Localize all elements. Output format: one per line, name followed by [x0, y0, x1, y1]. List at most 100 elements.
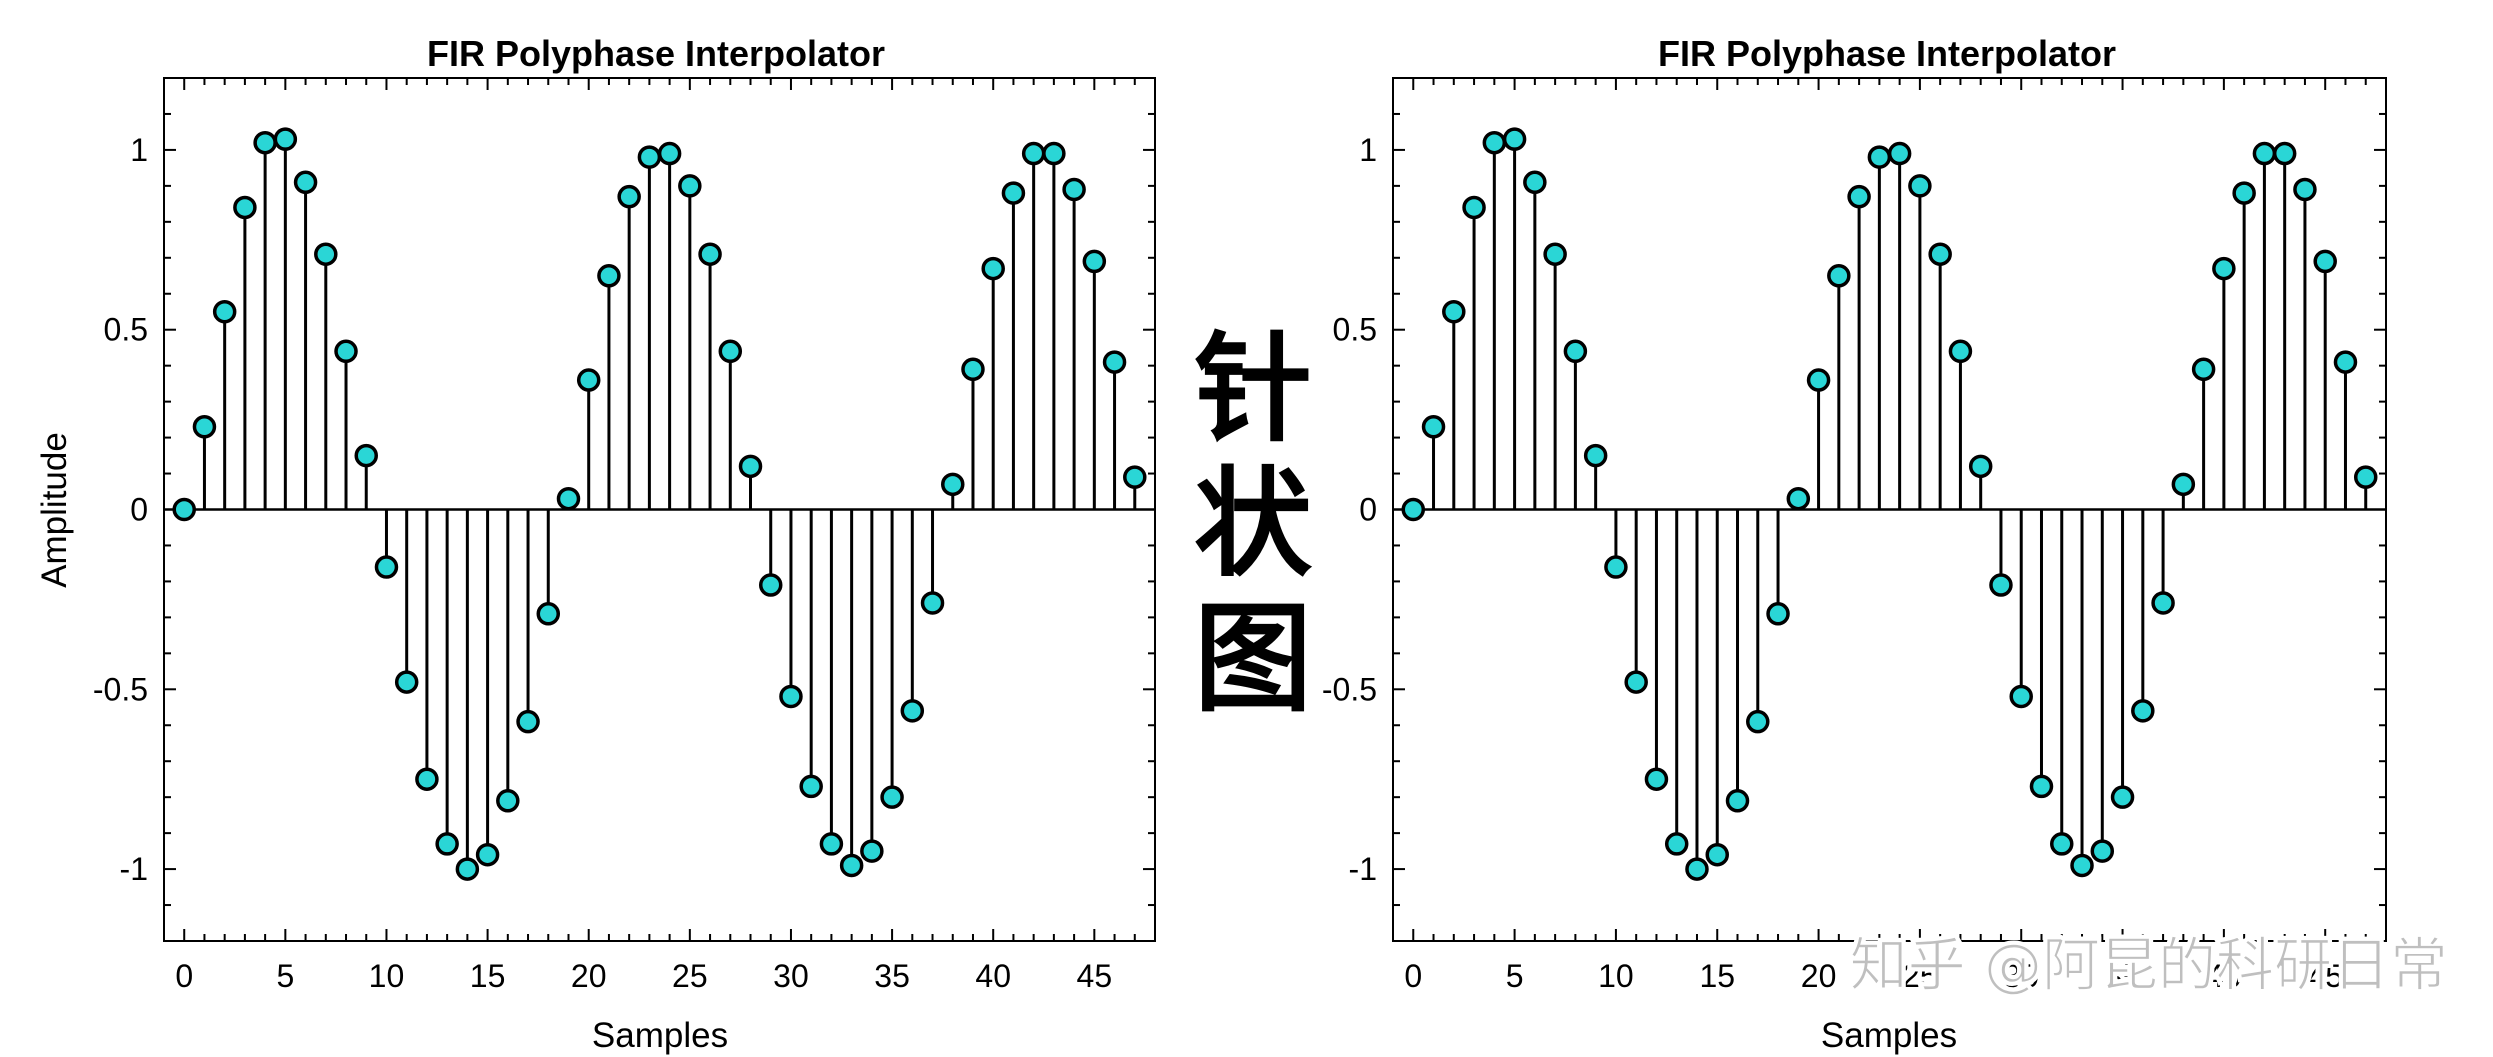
stem-marker — [1624, 670, 1648, 694]
stem-marker — [1482, 130, 1507, 155]
y-tick-label: 1 — [130, 132, 148, 168]
x-tick-label: 30 — [773, 958, 809, 994]
stem-marker — [738, 454, 763, 479]
x-tick-label: 20 — [1801, 958, 1837, 994]
stem-marker — [1766, 602, 1790, 626]
stem-marker — [2232, 181, 2256, 205]
stem-marker — [839, 853, 864, 878]
stem-marker — [920, 591, 945, 615]
x-tick-label: 10 — [369, 958, 405, 994]
stem-marker — [1543, 242, 1567, 266]
stem-marker — [2212, 256, 2236, 281]
stem-marker — [475, 842, 500, 867]
stem-marker — [1847, 184, 1871, 209]
stem-marker — [394, 670, 419, 694]
x-tick-label: 40 — [2206, 958, 2242, 994]
stem-marker — [2070, 853, 2094, 878]
stem-marker — [1908, 174, 1932, 198]
x-tick-label: 10 — [1598, 958, 1634, 994]
stem-marker — [2293, 177, 2317, 202]
stem-marker — [293, 170, 318, 195]
y-tick-label: -1 — [120, 851, 148, 887]
stem-marker — [2029, 774, 2054, 799]
stem-marker — [1725, 789, 1750, 813]
x-tick-label: 0 — [1404, 958, 1422, 994]
chart-title: FIR Polyphase Interpolator — [427, 33, 885, 74]
x-tick-label: 45 — [2307, 958, 2343, 994]
stem-marker — [576, 368, 601, 392]
y-tick-label: 0.5 — [1333, 312, 1377, 348]
x-axis-label: Samples — [592, 1016, 728, 1055]
x-tick-label: 5 — [276, 958, 294, 994]
stem-marker — [1705, 842, 1729, 867]
stem-marker — [637, 145, 662, 169]
x-tick-label: 15 — [1699, 958, 1735, 994]
x-tick-label: 35 — [2105, 958, 2141, 994]
stem-marker — [1948, 339, 1973, 364]
stem-marker — [1827, 264, 1851, 288]
stem-marker — [1563, 339, 1588, 364]
stem-marker — [617, 184, 641, 209]
stem-marker — [1685, 857, 1709, 881]
stem-marker — [1042, 141, 1066, 166]
stem-marker — [192, 415, 217, 439]
stem-marker — [2333, 350, 2358, 374]
x-tick-label: 30 — [2003, 958, 2039, 994]
stem-marker — [2151, 591, 2175, 615]
stem-marker — [536, 602, 561, 626]
stem-marker — [1583, 443, 1608, 468]
stem-marker — [1021, 141, 1046, 166]
stem-series — [1401, 127, 2378, 881]
stem-marker — [758, 573, 783, 597]
y-axis-label: Amplitude — [35, 432, 74, 588]
x-tick-label: 40 — [975, 958, 1011, 994]
stem-marker — [2090, 839, 2115, 863]
stem-marker — [678, 174, 702, 198]
stem-marker — [779, 684, 803, 709]
calligraphy-char: 状 — [1194, 454, 1313, 593]
stem-marker — [374, 555, 399, 579]
y-tick-label: 0 — [130, 492, 148, 528]
stem-marker — [1928, 242, 1952, 266]
stem-marker — [1102, 350, 1127, 374]
chart-title: FIR Polyphase Interpolator — [1658, 33, 2116, 74]
stem-marker — [698, 242, 722, 266]
stem-marker — [233, 195, 257, 220]
stem-marker — [1989, 573, 2013, 597]
stem-marker — [172, 497, 196, 522]
stem-marker — [1664, 832, 1689, 856]
y-tick-label: -0.5 — [93, 671, 148, 707]
stem-marker — [415, 767, 439, 791]
stem-marker — [1082, 249, 1107, 274]
y-tick-label: -0.5 — [1322, 671, 1377, 707]
stem-chart-left: FIR Polyphase Interpolator 0 5 10 15 20 … — [35, 33, 1156, 1055]
stem-marker — [2353, 465, 2378, 489]
stem-marker — [516, 709, 540, 734]
stem-marker — [880, 785, 904, 809]
stem-marker — [860, 839, 884, 863]
stem-marker — [1462, 195, 1486, 220]
y-tick-label: 1 — [1359, 132, 1377, 168]
x-axis-label: Samples — [1821, 1016, 1957, 1055]
stem-marker — [1867, 145, 1892, 169]
stem-marker — [354, 443, 378, 468]
x-tick-label: 5 — [1506, 958, 1524, 994]
stem-marker — [455, 857, 480, 881]
stem-marker — [1644, 767, 1669, 791]
stem-marker — [1523, 170, 1547, 195]
stem-marker — [2009, 684, 2033, 709]
x-tick-label: 25 — [1902, 958, 1938, 994]
stem-marker — [556, 486, 581, 511]
x-tick-labels: 0 5 10 15 20 25 30 35 40 45 — [1404, 958, 2343, 994]
x-tick-label: 35 — [874, 958, 910, 994]
y-tick-labels: -1 -0.5 0 0.5 1 — [93, 132, 148, 887]
x-tick-label: 0 — [175, 958, 193, 994]
stem-marker — [253, 130, 277, 155]
stem-marker — [2191, 357, 2216, 382]
stem-marker — [314, 242, 338, 266]
stem-marker — [1123, 465, 1147, 489]
stem-marker — [1062, 177, 1086, 202]
stem-marker — [1401, 497, 1426, 522]
stem-marker — [496, 789, 520, 813]
calligraphy-char: 针 — [1194, 319, 1312, 458]
